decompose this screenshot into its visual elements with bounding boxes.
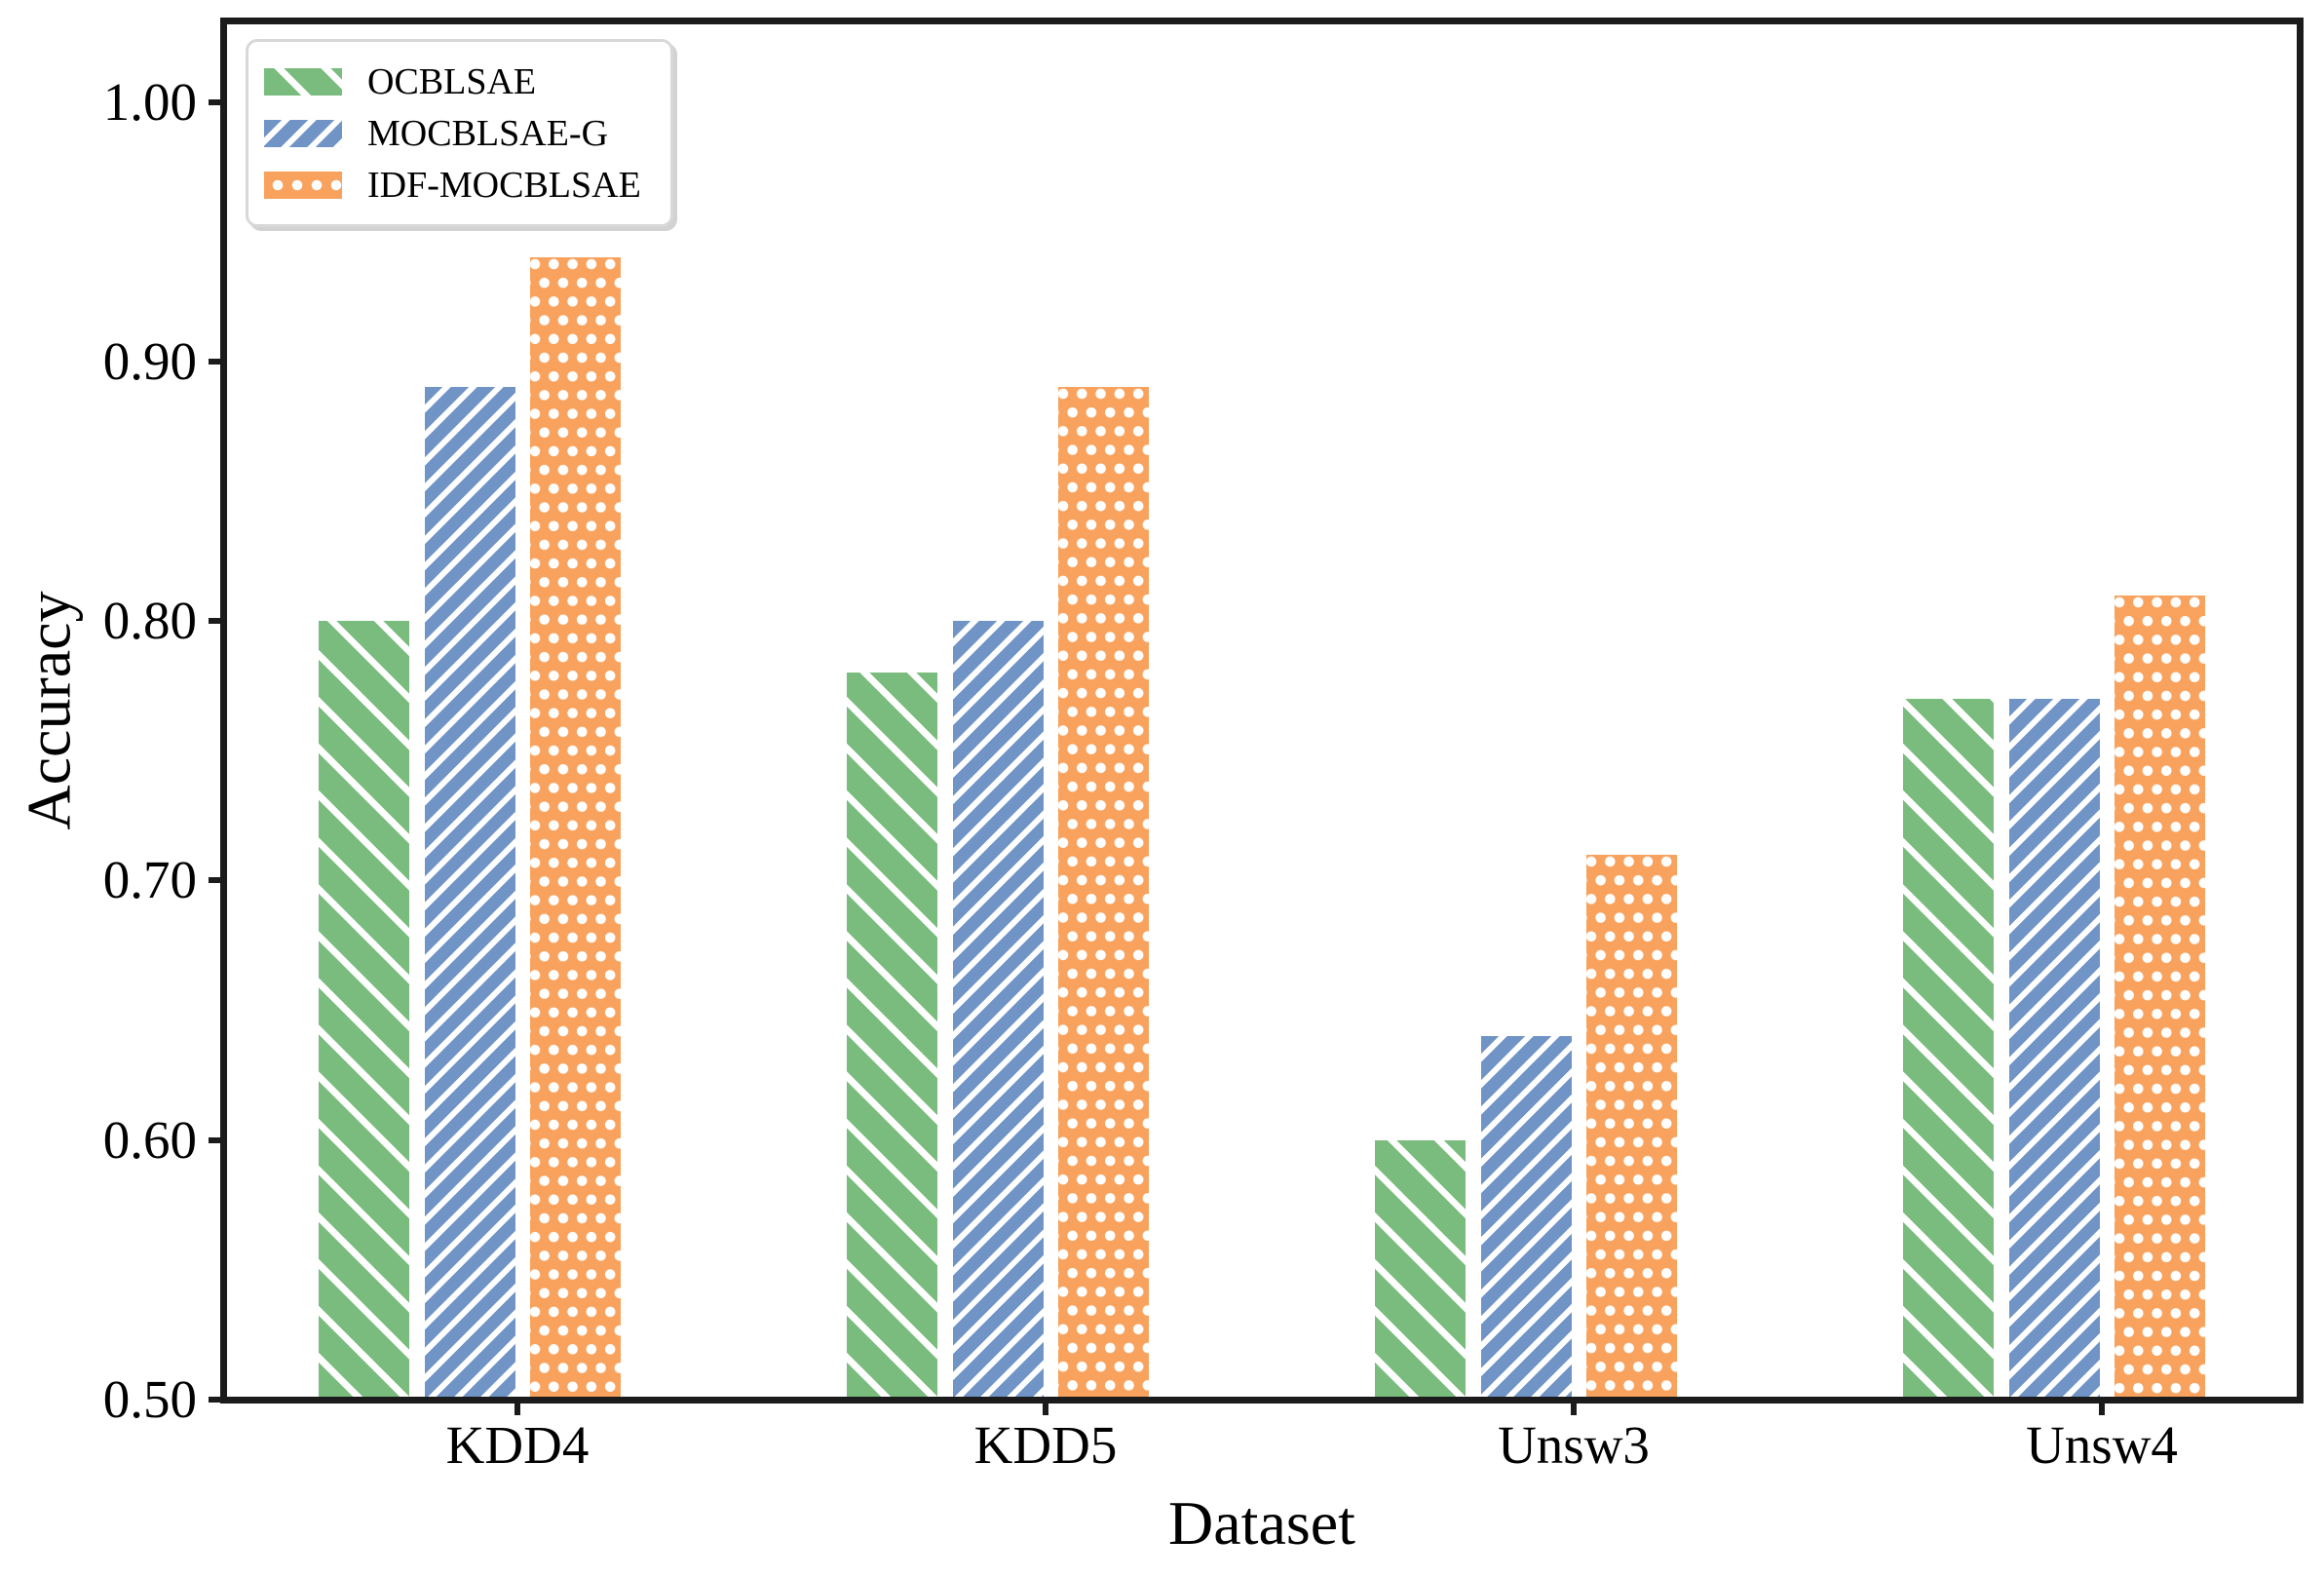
legend-item: MOCBLSAE-G [264,107,641,159]
x-axis-title: Dataset [1168,1488,1355,1558]
bar-MOCBLSAE-G-Unsw4 [2009,699,2100,1400]
bar-IDF-MOCBLSAE-KDD4 [530,257,621,1400]
legend: OCBLSAE MOCBLSAE-G IDF-MOCBLSAE [246,39,673,227]
bar-IDF-MOCBLSAE-Unsw3 [1586,854,1677,1400]
x-tick-label-Unsw4: Unsw4 [2026,1415,2178,1475]
legend-item: OCBLSAE [264,56,641,107]
bar-OCBLSAE-KDD4 [319,621,409,1400]
y-tick-mark [209,98,224,105]
plot-area [224,21,2300,1400]
x-tick-mark [2099,1400,2105,1415]
y-tick-label: 0.80 [102,591,197,651]
y-tick-label: 0.70 [102,850,197,910]
bar-OCBLSAE-Unsw4 [1903,699,1994,1400]
y-tick-mark [209,618,224,625]
bar-IDF-MOCBLSAE-Unsw4 [2114,595,2205,1400]
y-tick-label: 1.00 [102,71,197,132]
y-tick-mark [209,1397,224,1403]
y-tick-mark [209,358,224,365]
legend-item: IDF-MOCBLSAE [264,159,641,211]
bar-OCBLSAE-Unsw3 [1375,1139,1466,1400]
y-axis-title-box: Accuracy [6,0,94,1421]
x-tick-label-KDD5: KDD5 [973,1415,1118,1475]
y-tick-label: 0.60 [102,1109,197,1170]
legend-swatch-diagonal-down-icon [264,67,342,96]
y-tick-mark [209,1136,224,1143]
y-tick-label: 0.90 [102,330,197,391]
legend-label: OCBLSAE [367,60,537,102]
legend-swatch-diagonal-up-icon [264,119,342,147]
legend-label: IDF-MOCBLSAE [367,164,641,206]
y-tick-label: 0.50 [102,1369,197,1429]
x-tick-label-KDD4: KDD4 [445,1415,590,1475]
bar-IDF-MOCBLSAE-KDD5 [1058,387,1149,1400]
x-tick-mark [514,1400,520,1415]
bar-OCBLSAE-KDD5 [847,673,937,1400]
legend-swatch-dots-icon [264,171,342,199]
bar-MOCBLSAE-G-KDD4 [425,387,515,1400]
bar-MOCBLSAE-G-KDD5 [953,621,1044,1400]
x-tick-mark [1043,1400,1048,1415]
x-tick-label-Unsw3: Unsw3 [1498,1415,1650,1475]
bar-MOCBLSAE-G-Unsw3 [1481,1036,1572,1400]
legend-label: MOCBLSAE-G [367,112,609,154]
y-tick-mark [209,877,224,884]
x-tick-mark [1571,1400,1577,1415]
